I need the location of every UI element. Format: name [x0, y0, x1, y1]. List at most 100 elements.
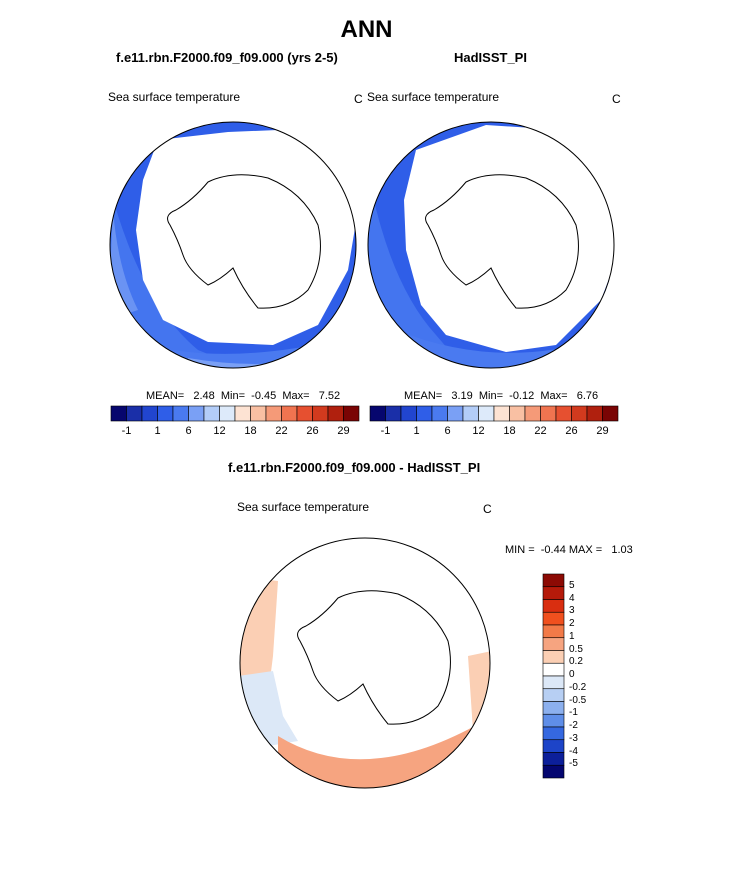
- diff-subtitle: f.e11.rbn.F2000.f09_f09.000 - HadISST_PI: [228, 460, 481, 475]
- model-subtitle: f.e11.rbn.F2000.f09_f09.000 (yrs 2-5): [116, 50, 338, 65]
- colorbar-tick-label: -0.2: [569, 681, 587, 693]
- main-title: ANN: [340, 16, 393, 43]
- colorbar-swatch: [385, 405, 402, 422]
- model-variable-label: Sea surface temperature: [108, 90, 241, 104]
- colorbar-swatch: [542, 586, 565, 600]
- colorbar-swatch: [250, 405, 267, 422]
- colorbar-tick-label: 1: [154, 425, 161, 437]
- colorbar-swatch: [571, 405, 588, 422]
- colorbar-tick-label: -1: [569, 707, 578, 719]
- colorbar-swatch: [542, 701, 565, 715]
- colorbar-swatch: [524, 405, 541, 422]
- colorbar-swatch: [400, 405, 417, 422]
- colorbar-swatch: [509, 405, 526, 422]
- diff-stats: MIN = -0.44 MAX = 1.03: [505, 544, 633, 556]
- colorbar-swatch: [542, 713, 565, 728]
- obs-variable-label: Sea surface temperature: [367, 90, 500, 104]
- colorbar-swatch: [172, 405, 189, 422]
- obs-colorbar: [369, 405, 619, 422]
- colorbar-swatch: [462, 405, 479, 422]
- colorbar-swatch: [542, 764, 565, 779]
- colorbar-tick-label: 0.2: [569, 656, 583, 668]
- colorbar-swatch: [542, 650, 565, 664]
- colorbar-swatch: [542, 573, 565, 588]
- colorbar-swatch: [542, 688, 565, 702]
- obs-map: [367, 121, 615, 369]
- colorbar-tick-label: 12: [472, 425, 485, 437]
- colorbar-tick-label: -1: [380, 425, 391, 437]
- colorbar-swatch: [478, 405, 495, 422]
- diff-map: [239, 537, 491, 789]
- colorbar-tick-label: -0.5: [569, 694, 587, 706]
- colorbar-tick-label: 6: [185, 425, 192, 437]
- colorbar-swatch: [188, 405, 205, 422]
- colorbar-tick-label: 26: [565, 425, 578, 437]
- colorbar-tick-label: 0: [569, 669, 575, 680]
- colorbar-tick-label: 26: [306, 425, 319, 437]
- colorbar-swatch: [542, 611, 565, 626]
- colorbar-tick-label: 12: [213, 425, 226, 437]
- obs-units-label: C: [612, 92, 621, 106]
- colorbar-swatch: [296, 405, 313, 422]
- colorbar-tick-label: 3: [569, 605, 575, 617]
- colorbar-swatch: [542, 752, 565, 766]
- colorbar-tick-label: 29: [596, 425, 609, 437]
- colorbar-swatch: [203, 405, 220, 422]
- colorbar-tick-label: 22: [275, 425, 288, 437]
- colorbar-tick-label: 18: [244, 425, 257, 437]
- colorbar-swatch: [540, 405, 557, 422]
- obs-stats: MEAN= 3.19 Min= -0.12 Max= 6.76: [404, 390, 599, 402]
- model-stats: MEAN= 2.48 Min= -0.45 Max= 7.52: [146, 390, 341, 402]
- colorbar-tick-label: -3: [569, 732, 578, 744]
- colorbar-swatch: [369, 405, 386, 422]
- obs-subtitle: HadISST_PI: [454, 50, 527, 65]
- colorbar-swatch: [126, 405, 143, 422]
- colorbar-swatch: [157, 405, 174, 422]
- colorbar-swatch: [312, 405, 329, 422]
- colorbar-swatch: [141, 405, 158, 422]
- colorbar-tick-label: 1: [569, 630, 575, 642]
- colorbar-tick-label: -4: [569, 745, 578, 757]
- colorbar-swatch: [542, 599, 565, 613]
- colorbar-swatch: [447, 405, 464, 422]
- colorbar-tick-label: 5: [569, 579, 575, 591]
- colorbar-swatch: [542, 726, 565, 741]
- diff-units-label: C: [483, 502, 492, 516]
- colorbar-tick-label: 18: [503, 425, 516, 437]
- colorbar-swatch: [542, 675, 565, 690]
- colorbar-tick-label: 4: [569, 592, 575, 604]
- colorbar-swatch: [493, 405, 510, 422]
- colorbar-swatch: [416, 405, 433, 422]
- colorbar-tick-label: -1: [121, 425, 132, 437]
- colorbar-swatch: [281, 405, 298, 422]
- colorbar-swatch: [555, 405, 572, 422]
- colorbar-swatch: [343, 405, 360, 422]
- colorbar-tick-label: 2: [569, 618, 575, 629]
- model-units-label: C: [354, 92, 363, 106]
- colorbar-swatch: [327, 405, 344, 422]
- colorbar-tick-label: 29: [337, 425, 350, 437]
- colorbar-swatch: [431, 405, 448, 422]
- colorbar-tick-label: 22: [534, 425, 547, 437]
- colorbar-tick-label: 6: [444, 425, 451, 437]
- colorbar-tick-label: -5: [569, 758, 578, 770]
- colorbar-swatch: [542, 624, 565, 639]
- diff-antarctica-coast: [297, 590, 451, 725]
- colorbar-swatch: [234, 405, 251, 422]
- colorbar-swatch: [265, 405, 282, 422]
- model-colorbar: [110, 405, 360, 422]
- colorbar-swatch: [586, 405, 603, 422]
- colorbar-swatch: [110, 405, 127, 422]
- obs-antarctica-coast: [425, 174, 579, 309]
- colorbar-swatch: [542, 739, 565, 753]
- colorbar-tick-label: 0.5: [569, 643, 583, 655]
- colorbar-swatch: [542, 662, 565, 677]
- colorbar-swatch: [542, 637, 565, 651]
- model-antarctica-coast: [167, 174, 321, 309]
- colorbar-swatch: [219, 405, 236, 422]
- diff-variable-label: Sea surface temperature: [237, 500, 370, 514]
- colorbar-tick-label: 1: [413, 425, 420, 437]
- colorbar-tick-label: -2: [569, 720, 578, 731]
- diff-colorbar: [542, 573, 565, 779]
- colorbar-swatch: [602, 405, 619, 422]
